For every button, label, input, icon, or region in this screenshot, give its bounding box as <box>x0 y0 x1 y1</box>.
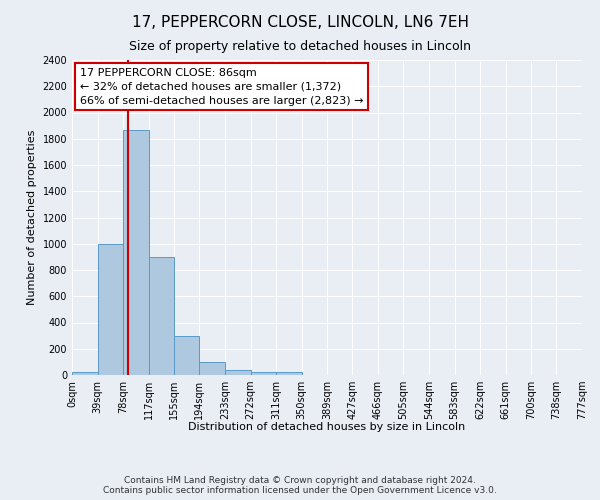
Text: 17 PEPPERCORN CLOSE: 86sqm
← 32% of detached houses are smaller (1,372)
66% of s: 17 PEPPERCORN CLOSE: 86sqm ← 32% of deta… <box>80 68 364 106</box>
Bar <box>276 372 302 375</box>
Bar <box>225 370 251 375</box>
Bar <box>199 362 225 375</box>
Bar <box>174 336 199 375</box>
X-axis label: Distribution of detached houses by size in Lincoln: Distribution of detached houses by size … <box>188 422 466 432</box>
Bar <box>251 372 276 375</box>
Text: 17, PEPPERCORN CLOSE, LINCOLN, LN6 7EH: 17, PEPPERCORN CLOSE, LINCOLN, LN6 7EH <box>131 15 469 30</box>
Bar <box>72 372 98 375</box>
Bar <box>98 244 123 375</box>
Text: Contains HM Land Registry data © Crown copyright and database right 2024.
Contai: Contains HM Land Registry data © Crown c… <box>103 476 497 495</box>
Text: Size of property relative to detached houses in Lincoln: Size of property relative to detached ho… <box>129 40 471 53</box>
Bar <box>123 130 149 375</box>
Y-axis label: Number of detached properties: Number of detached properties <box>27 130 37 305</box>
Bar <box>149 257 174 375</box>
